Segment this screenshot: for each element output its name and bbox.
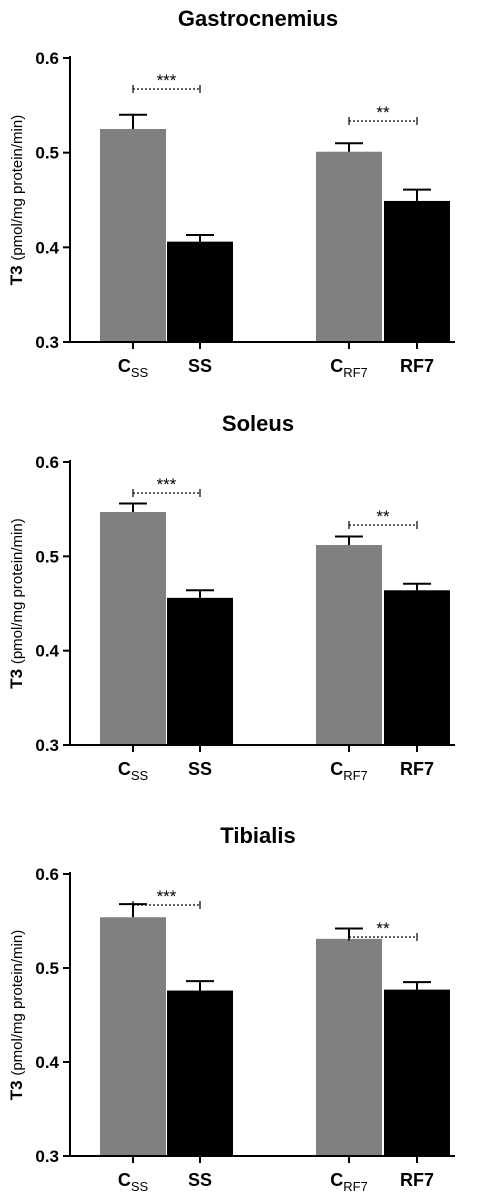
y-axis-label-main: T3 — [7, 1076, 26, 1101]
x-tick-label-main: SS — [188, 356, 212, 376]
x-tick-label: CSS — [118, 1170, 149, 1193]
x-tick-label: RF7 — [400, 356, 434, 376]
x-tick-label-main: SS — [188, 759, 212, 779]
y-tick-label: 0.3 — [35, 1147, 59, 1166]
y-tick-label: 0.5 — [35, 144, 59, 163]
y-axis-label: T3 (pmol/mg protein/min) — [7, 115, 26, 285]
x-tick-label-main: C — [330, 1170, 343, 1190]
x-tick-label-main: C — [118, 759, 131, 779]
x-tick-label: SS — [188, 759, 212, 779]
y-axis-label: T3 (pmol/mg protein/min) — [7, 930, 26, 1100]
chart-title: Tibialis — [220, 823, 295, 848]
bar — [100, 511, 166, 745]
x-tick-label: CRF7 — [330, 356, 368, 380]
y-axis-label-unit: (pmol/mg protein/min) — [9, 518, 26, 664]
bar — [167, 241, 233, 342]
y-tick-label: 0.4 — [35, 1053, 59, 1072]
x-tick-label: CRF7 — [330, 1170, 368, 1193]
bar — [167, 597, 233, 745]
x-tick-label-main: C — [118, 1170, 131, 1190]
y-axis-label-unit: (pmol/mg protein/min) — [9, 930, 26, 1076]
x-tick-label-main: C — [330, 356, 343, 376]
significance-label: *** — [157, 71, 177, 90]
bar — [316, 151, 382, 342]
x-tick-label: SS — [188, 356, 212, 376]
significance-label: *** — [157, 475, 177, 494]
x-tick-label-main: C — [118, 356, 131, 376]
y-tick-label: 0.3 — [35, 333, 59, 352]
x-tick-label: CSS — [118, 759, 149, 783]
bar — [384, 989, 450, 1156]
x-tick-label-main: C — [330, 759, 343, 779]
y-axis-label-unit: (pmol/mg protein/min) — [9, 115, 26, 261]
bar — [384, 200, 450, 342]
y-axis-label-main: T3 — [7, 664, 26, 689]
bar — [384, 590, 450, 745]
bar — [316, 938, 382, 1156]
y-tick-label: 0.4 — [35, 642, 59, 661]
x-tick-label-main: SS — [188, 1170, 212, 1190]
x-tick-label: RF7 — [400, 759, 434, 779]
x-tick-label: RF7 — [400, 1170, 434, 1190]
x-tick-label-sub: RF7 — [343, 768, 368, 783]
y-axis-label: T3 (pmol/mg protein/min) — [7, 518, 26, 688]
significance-label: ** — [376, 103, 390, 122]
x-tick-label-main: RF7 — [400, 1170, 434, 1190]
chart-title: Gastrocnemius — [178, 6, 338, 31]
y-tick-label: 0.5 — [35, 547, 59, 566]
significance-label: ** — [376, 507, 390, 526]
significance-label: ** — [376, 919, 390, 938]
y-tick-label: 0.3 — [35, 736, 59, 755]
x-tick-label-sub: RF7 — [343, 365, 368, 380]
chart-title: Soleus — [222, 411, 294, 436]
bar — [316, 545, 382, 745]
x-tick-label-sub: SS — [131, 365, 149, 380]
x-tick-label: CRF7 — [330, 759, 368, 783]
bar — [100, 129, 166, 342]
y-tick-label: 0.4 — [35, 238, 59, 257]
y-tick-label: 0.6 — [35, 453, 59, 472]
x-tick-label-sub: SS — [131, 768, 149, 783]
chart-panel: Gastrocnemius T3 (pmol/mg protein/min) 0.3… — [7, 6, 455, 380]
bar — [100, 917, 166, 1156]
x-tick-label-sub: SS — [131, 1179, 149, 1193]
chart-panel: Soleus T3 (pmol/mg protein/min) 0.3 0.4 0.5 0… — [7, 411, 455, 783]
x-tick-label-main: RF7 — [400, 759, 434, 779]
x-tick-label: SS — [188, 1170, 212, 1190]
y-tick-label: 0.6 — [35, 865, 59, 884]
y-axis-label-main: T3 — [7, 261, 26, 286]
x-tick-label-sub: RF7 — [343, 1179, 368, 1193]
significance-label: *** — [157, 887, 177, 906]
bar — [167, 990, 233, 1156]
chart-panel: Tibialis T3 (pmol/mg protein/min) 0.3 0.4 0.… — [7, 823, 455, 1193]
y-tick-label: 0.6 — [35, 49, 59, 68]
y-tick-label: 0.5 — [35, 959, 59, 978]
x-tick-label: CSS — [118, 356, 149, 380]
x-tick-label-main: RF7 — [400, 356, 434, 376]
